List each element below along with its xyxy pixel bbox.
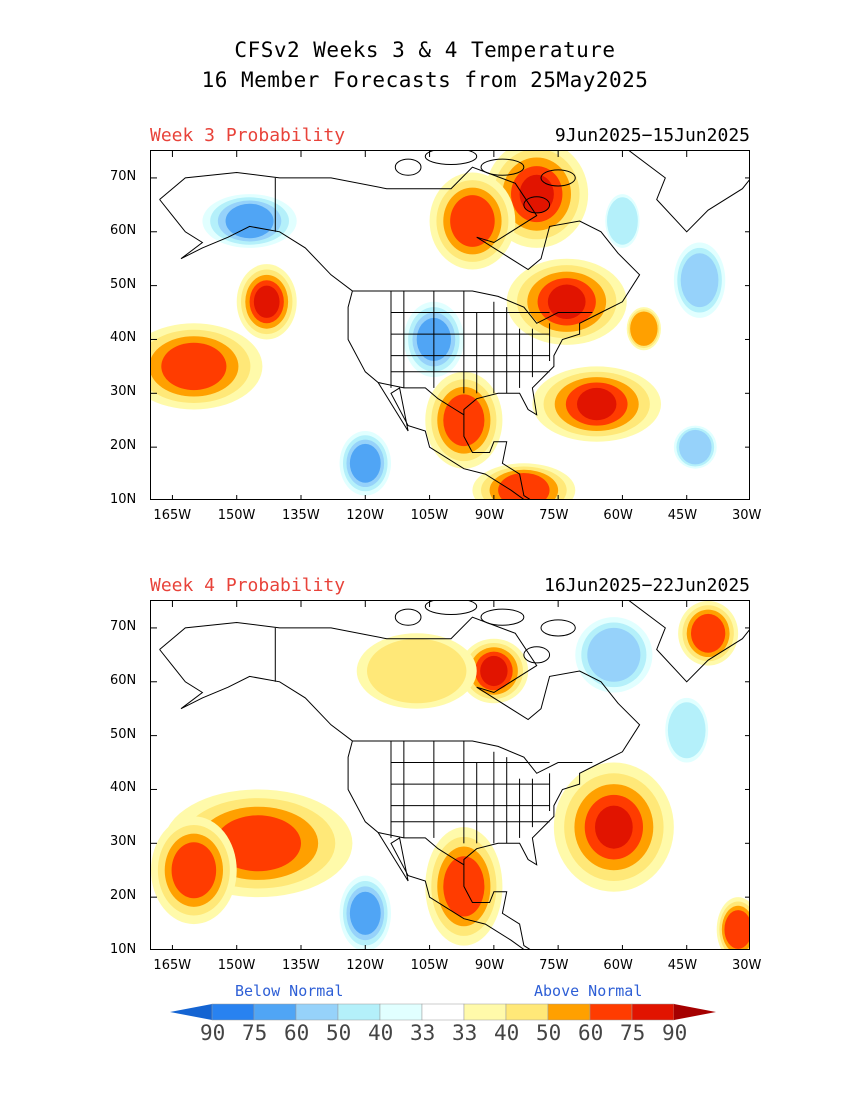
legend-value: 50 [536,1021,562,1045]
coastline-outline [159,151,749,499]
legend-swatch [379,1003,423,1021]
week3-label: Week 3 Probability [150,125,346,146]
lon-tick-label: 135W [282,958,320,973]
below-normal-anomaly-region [665,697,709,763]
lat-tick-label: 70N [110,168,137,184]
lon-tick-label: 90W [474,958,505,973]
lon-tick-label: 120W [346,508,384,523]
lon-tick-label: 60W [603,958,633,973]
lon-tick-label: 75W [539,508,569,523]
lat-tick-label: 30N [110,834,137,850]
week3-map-canvas [151,151,749,499]
lat-tick-label: 40N [110,780,137,796]
state-borders [274,627,593,866]
legend-swatch [170,1004,212,1020]
lat-tick-label: 40N [110,330,137,346]
below-normal-label: Below Normal [235,982,344,1000]
lon-tick-label: 90W [474,508,505,523]
chart-title-line1: CFSv2 Weeks 3 & 4 Temperature [234,38,616,62]
lon-tick-label: 150W [217,958,256,973]
above-normal-anomaly-region [459,638,529,704]
legend-value: 50 [326,1021,352,1045]
below-normal-anomaly-region [339,431,391,496]
above-normal-anomaly-region [626,307,661,351]
chart-title-line2: 16 Member Forecasts from 25May2025 [201,68,649,92]
legend-swatch [631,1003,675,1021]
axis-ticks [151,151,749,499]
legend-value: 40 [494,1021,520,1045]
below-normal-anomaly-region [605,194,640,248]
legend-value: 75 [242,1021,268,1045]
lat-tick-label: 20N [110,438,137,454]
week4-dates: 16Jun2025−22Jun2025 [544,575,750,596]
legend-value: 90 [200,1021,226,1045]
above-normal-anomaly-region [429,172,516,270]
lat-tick-label: 60N [110,672,137,688]
lon-tick-label: 75W [539,958,569,973]
lon-tick-label: 105W [410,958,449,973]
legend-swatch [463,1003,507,1021]
above-normal-anomaly-region [506,258,627,345]
legend-swatch [547,1003,591,1021]
legend-value: 75 [620,1021,646,1045]
color-legend-bar [170,1003,716,1021]
above-normal-anomaly-region [472,463,576,499]
below-normal-anomaly-region [673,242,726,318]
lon-tick-label: 30W [732,958,762,973]
state-borders [274,177,593,416]
above-normal-anomaly-region [532,366,661,442]
lon-tick-label: 30W [732,508,762,523]
above-normal-anomaly-region [716,897,749,949]
lon-tick-label: 105W [410,508,449,523]
legend-swatch [295,1003,339,1021]
below-normal-anomaly-region [673,425,717,469]
week3-dates: 9Jun2025−15Jun2025 [554,125,750,146]
lat-tick-label: 70N [110,618,137,634]
above-normal-anomaly-region [356,633,477,709]
above-normal-anomaly-region [678,601,739,666]
week4-map [150,600,750,950]
lat-tick-label: 50N [110,726,137,742]
lon-tick-label: 45W [667,508,698,523]
lon-tick-label: 165W [153,508,192,523]
lat-tick-label: 10N [110,492,137,507]
below-normal-anomaly-region [202,194,297,248]
legend-swatch [421,1003,465,1021]
coastline-outline [159,601,749,949]
lat-tick-label: 20N [110,888,137,904]
lat-tick-label: 60N [110,222,137,238]
above-normal-anomaly-region [151,323,263,410]
week3-map [150,150,750,500]
legend-value: 33 [452,1021,478,1045]
lon-tick-label: 45W [667,958,698,973]
legend-value: 40 [368,1021,394,1045]
lon-tick-label: 165W [153,958,192,973]
legend-value: 60 [578,1021,604,1045]
below-normal-anomaly-region [339,875,391,949]
above-normal-anomaly-region [553,762,674,892]
lon-tick-label: 135W [282,508,320,523]
lon-tick-label: 120W [346,958,384,973]
legend-value: 60 [284,1021,310,1045]
lat-tick-label: 30N [110,384,137,400]
lat-tick-label: 10N [110,942,137,957]
legend-value: 90 [662,1021,688,1045]
lon-tick-label: 60W [603,508,633,523]
legend-swatch [589,1003,633,1021]
week4-label: Week 4 Probability [150,575,346,596]
above-normal-label: Above Normal [534,982,643,1000]
legend-swatch [253,1003,297,1021]
week4-map-canvas [151,601,749,949]
lat-tick-label: 50N [110,276,137,292]
axis-ticks [151,601,749,949]
above-normal-anomaly-region [151,816,237,925]
legend-swatch [674,1004,716,1020]
below-normal-anomaly-region [575,617,653,693]
lon-tick-label: 150W [217,508,256,523]
legend-value: 33 [410,1021,436,1045]
above-normal-anomaly-region [236,264,297,340]
legend-swatch [211,1003,255,1021]
legend-swatch [337,1003,381,1021]
legend-swatch [505,1003,549,1021]
